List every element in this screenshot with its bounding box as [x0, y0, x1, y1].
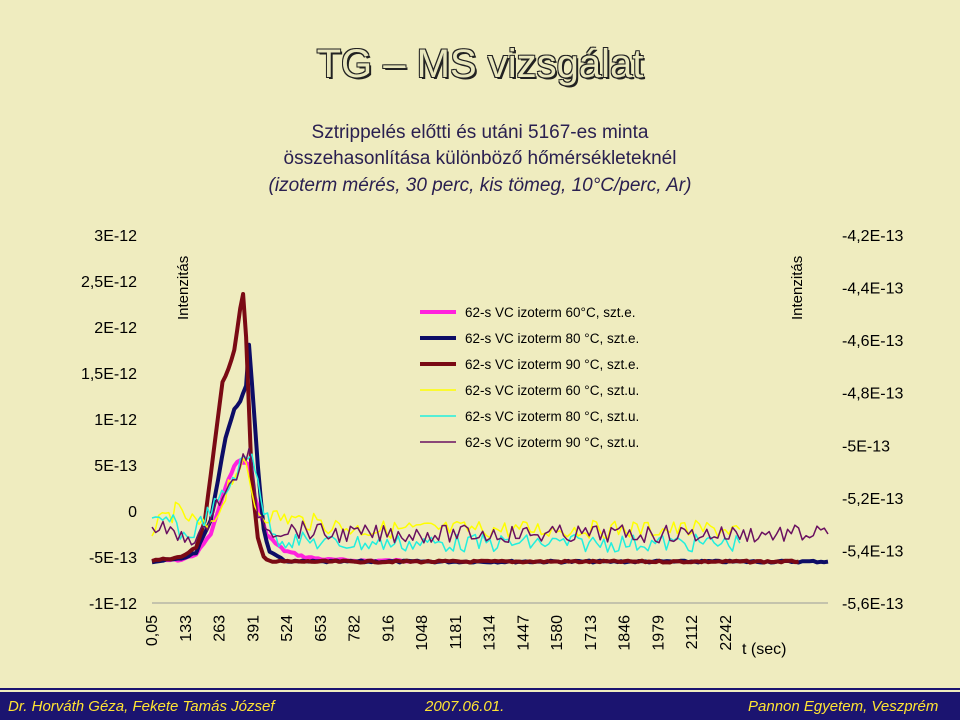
y-left-tick-label: 1E-12 — [94, 412, 137, 429]
y-left-tick-label: 1,5E-12 — [81, 366, 137, 383]
page-title: TG – MS vizsgálat — [316, 42, 644, 86]
y-left-tick-label: -1E-12 — [89, 596, 137, 613]
y-right-tick-label: -5,4E-13 — [842, 543, 903, 560]
subtitle-line-2: összehasonlítása különböző hőmérsékletek… — [283, 148, 677, 169]
y-left-axis-label: Intenzitás — [175, 256, 192, 320]
x-tick-label: 1181 — [448, 615, 465, 650]
x-tick-label: 263 — [212, 615, 229, 642]
footer-divider — [0, 688, 960, 690]
legend-label: 62-s VC izoterm 80 °C, szt.e. — [465, 331, 639, 346]
x-tick-label: 782 — [347, 615, 364, 642]
y-left-tick-label: -5E-13 — [89, 550, 137, 567]
legend-label: 62-s VC izoterm 90 °C, szt.e. — [465, 357, 639, 372]
y-right-tick-label: -4,8E-13 — [842, 386, 903, 403]
series-line-3 — [151, 292, 799, 565]
legend-label: 62-s VC izoterm 60 °C, szt.u. — [465, 383, 639, 398]
series-line-2 — [151, 342, 829, 565]
x-tick-label: 1713 — [583, 615, 600, 651]
x-tick-label: 391 — [245, 615, 262, 642]
y-left-tick-label: 2E-12 — [94, 320, 137, 337]
footer-bar: Dr. Horváth Géza, Fekete Tamás József 20… — [0, 692, 960, 720]
y-right-tick-label: -4,2E-13 — [842, 228, 903, 245]
x-tick-label: 1846 — [617, 615, 634, 651]
x-tick-label: 1447 — [515, 615, 532, 651]
y-left-tick-label: 2,5E-12 — [81, 274, 137, 291]
x-tick-label: 524 — [279, 615, 296, 642]
subtitle-line-1: Sztrippelés előtti és utáni 5167-es mint… — [311, 122, 649, 143]
legend-label: 62-s VC izoterm 80 °C, szt.u. — [465, 409, 639, 424]
legend-label: 62-s VC izoterm 90 °C, szt.u. — [465, 435, 639, 450]
y-right-tick-label: -4,6E-13 — [842, 333, 903, 350]
x-tick-label: 1314 — [482, 615, 499, 651]
x-tick-label: 653 — [313, 615, 330, 642]
y-left-tick-label: 3E-12 — [94, 228, 137, 245]
y-right-tick-label: -4,4E-13 — [842, 281, 903, 298]
subtitle-line-3: (izoterm mérés, 30 perc, kis tömeg, 10°C… — [268, 175, 692, 196]
y-left-tick-label: 0 — [128, 504, 137, 521]
y-right-tick-label: -5,6E-13 — [842, 596, 903, 613]
y-right-axis-label: Intenzitás — [789, 256, 806, 320]
x-tick-label: 1048 — [414, 615, 431, 651]
x-axis-label: t (sec) — [742, 641, 786, 658]
x-tick-label: 1979 — [650, 615, 667, 651]
y-right-tick-label: -5,2E-13 — [842, 491, 903, 508]
x-tick-label: 2112 — [684, 615, 701, 650]
footer-institution: Pannon Egyetem, Veszprém — [748, 698, 939, 715]
y-left-tick-label: 5E-13 — [94, 458, 137, 475]
y-right-tick-label: -5E-13 — [842, 438, 890, 455]
x-tick-label: 2242 — [718, 615, 735, 651]
footer-date: 2007.06.01. — [425, 698, 505, 715]
series-line-6 — [151, 447, 829, 546]
series-line-5 — [151, 453, 741, 553]
footer-authors: Dr. Horváth Géza, Fekete Tamás József — [8, 698, 275, 715]
tg-ms-chart: 3E-12 2,5E-12 2E-12 1,5E-12 1E-12 5E-13 0 -5E-1… — [81, 228, 904, 658]
legend-label: 62-s VC izoterm 60°C, szt.e. — [465, 305, 635, 320]
x-tick-label: 1580 — [549, 615, 566, 651]
x-tick-label: 0,05 — [144, 615, 161, 646]
x-tick-label: 916 — [380, 615, 397, 642]
x-tick-label: 133 — [178, 615, 195, 642]
